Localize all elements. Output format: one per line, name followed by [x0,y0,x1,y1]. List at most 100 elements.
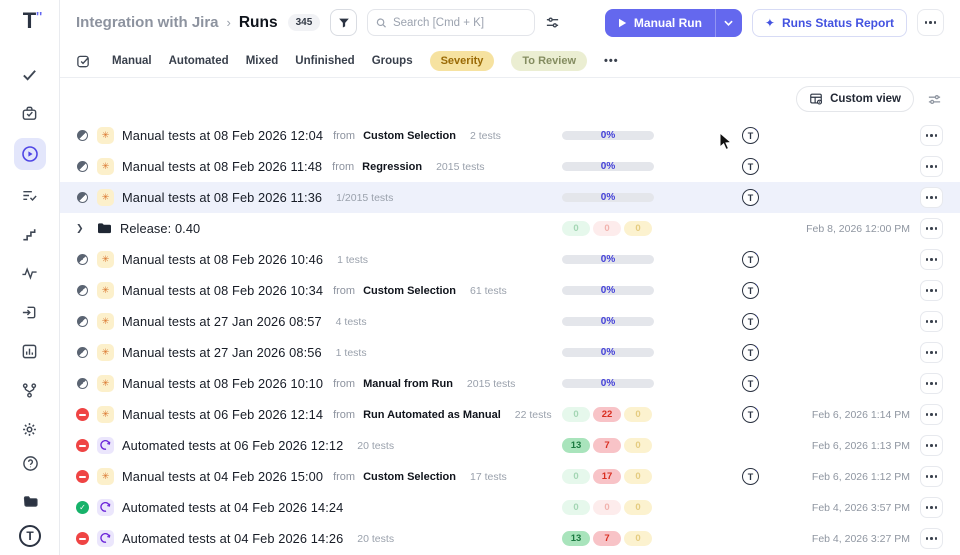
run-row[interactable]: ✳ Manual tests at 27 Jan 2026 08:57 4 test… [60,306,960,337]
ellipsis-icon [925,413,938,416]
run-row[interactable]: ✳ Manual tests at 08 Feb 2026 10:10 from Ma… [60,368,960,399]
run-title[interactable]: Manual tests at 08 Feb 2026 11:36 [122,190,323,205]
sidebar-item-tests[interactable] [14,60,46,88]
row-menu-button[interactable] [920,280,943,301]
play-icon [618,18,627,27]
run-row[interactable]: ✳ Manual tests at 08 Feb 2026 10:34 from Cu… [60,275,960,306]
assignee-avatar[interactable]: T ' [742,344,759,361]
chip-severity[interactable]: Severity [429,51,495,71]
run-main-cell: ✳ Manual tests at 06 Feb 2026 12:14 from Ru… [76,406,562,423]
tab-unfinished[interactable]: Unfinished [295,55,355,67]
run-row[interactable]: ✳ Manual tests at 08 Feb 2026 11:48 from Re… [60,151,960,182]
assignee-avatar[interactable]: T ' [742,406,759,423]
user-avatar[interactable]: T [19,525,41,547]
run-title[interactable]: Release: 0.40 [120,221,201,236]
run-title[interactable]: Manual tests at 08 Feb 2026 10:10 [122,376,324,391]
count-pill-fail: 17 [593,469,621,484]
row-menu-button[interactable] [920,125,943,146]
row-menu-button[interactable] [920,373,943,394]
ellipsis-icon [925,506,938,509]
run-row[interactable]: Automated tests at 06 Feb 2026 12:12 20 t… [60,430,960,461]
row-menu-button[interactable] [920,311,943,332]
ellipsis-icon [925,227,938,230]
row-menu-button[interactable] [920,342,943,363]
sidebar-item-branches[interactable] [14,376,46,404]
row-menu-button[interactable] [920,218,943,239]
manual-run-dropdown[interactable] [714,8,742,37]
run-title[interactable]: Automated tests at 06 Feb 2026 12:12 [122,438,344,453]
sidebar-item-pulse[interactable] [14,259,46,287]
assignee-avatar[interactable]: T ' [742,282,759,299]
sidebar-item-analytics[interactable] [14,337,46,365]
assignee-avatar[interactable]: T ' [742,158,759,175]
run-progress-cell: 0% [562,192,654,203]
run-tests-count: 17 tests [469,470,507,483]
sidebar-item-settings[interactable] [14,415,46,443]
run-group-row[interactable]: ❯ Release: 0.40 0 0 0 Feb 8, 2026 12:00 PM [60,213,960,244]
run-row[interactable]: ✳ Manual tests at 08 Feb 2026 12:04 from Cu… [60,120,960,151]
run-title[interactable]: Manual tests at 08 Feb 2026 11:48 [122,159,323,174]
row-menu-button[interactable] [920,249,943,270]
manual-run-main[interactable]: Manual Run [605,16,715,30]
filter-funnel-button[interactable] [330,9,358,36]
run-title[interactable]: Manual tests at 06 Feb 2026 12:14 [122,407,324,422]
row-menu-button[interactable] [920,435,943,456]
view-options-icon[interactable] [927,92,942,107]
run-title[interactable]: Automated tests at 04 Feb 2026 14:26 [122,531,344,546]
assignee-avatar[interactable]: T ' [742,189,759,206]
run-row[interactable]: ✳ Manual tests at 06 Feb 2026 12:14 from Ru… [60,399,960,430]
run-progress-cell: 0% [562,378,654,389]
row-menu-button[interactable] [920,466,943,487]
header-more-button[interactable] [917,9,944,36]
run-tests-count: 22 tests [514,408,552,421]
docs-folder-icon[interactable] [14,487,46,515]
run-row[interactable]: ✳ Manual tests at 08 Feb 2026 11:36 1/2015… [60,182,960,213]
tab-manual[interactable]: Manual [112,55,152,67]
custom-view-button[interactable]: Custom view [796,86,914,112]
help-circle-icon[interactable] [14,449,46,477]
sidebar-item-suites[interactable] [14,99,46,127]
run-title[interactable]: Manual tests at 08 Feb 2026 12:04 [122,128,324,143]
sidebar-item-import[interactable] [14,298,46,326]
breadcrumb-project[interactable]: Integration with Jira [76,14,219,31]
tab-automated[interactable]: Automated [168,55,229,67]
row-menu-button[interactable] [920,187,943,208]
tab-groups[interactable]: Groups [371,55,413,67]
filters-more-button[interactable]: ••• [604,55,619,67]
sidebar-item-milestones[interactable] [14,220,46,248]
chip-to-review[interactable]: To Review [511,51,587,71]
assignee-avatar[interactable]: T ' [742,468,759,485]
search-input[interactable] [392,16,527,29]
run-title[interactable]: Manual tests at 08 Feb 2026 10:34 [122,283,324,298]
run-title[interactable]: Manual tests at 27 Jan 2026 08:57 [122,314,322,329]
assignee-avatar[interactable]: T ' [742,375,759,392]
run-row[interactable]: ✳ Manual tests at 04 Feb 2026 15:00 from Cu… [60,461,960,492]
status-inprogress-icon [76,254,89,265]
row-menu-button[interactable] [920,497,943,518]
select-runs-icon[interactable] [76,54,91,69]
row-menu-button[interactable] [920,156,943,177]
assignee-avatar[interactable]: T ' [742,313,759,330]
app-logo[interactable]: T '' [22,8,43,33]
assignee-avatar[interactable]: T ' [742,251,759,268]
run-title[interactable]: Manual tests at 04 Feb 2026 15:00 [122,469,324,484]
run-row[interactable]: ✳ Manual tests at 27 Jan 2026 08:56 1 test… [60,337,960,368]
run-from-label: from [332,160,355,173]
status-failed-icon [76,532,89,545]
row-menu-button[interactable] [920,404,943,425]
run-row[interactable]: ✓ Automated tests at 04 Feb 2026 14:24 0 0 0… [60,492,960,523]
expand-chevron-icon[interactable]: ❯ [76,223,84,233]
row-menu-button[interactable] [920,528,943,549]
run-tests-count: 20 tests [357,532,395,545]
tab-mixed[interactable]: Mixed [245,55,279,67]
sidebar-item-plans[interactable] [14,181,46,209]
search-settings-icon[interactable] [545,15,560,30]
runs-status-report-button[interactable]: ✦ Runs Status Report [751,8,907,37]
sidebar-item-runs[interactable] [13,138,46,170]
run-title[interactable]: Manual tests at 08 Feb 2026 10:46 [122,252,324,267]
run-row[interactable]: ✳ Manual tests at 08 Feb 2026 10:46 1 test… [60,244,960,275]
run-title[interactable]: Manual tests at 27 Jan 2026 08:56 [122,345,322,360]
run-row[interactable]: Automated tests at 04 Feb 2026 14:26 20 t… [60,523,960,554]
assignee-avatar[interactable]: T ' [742,127,759,144]
run-title[interactable]: Automated tests at 04 Feb 2026 14:24 [122,500,344,515]
